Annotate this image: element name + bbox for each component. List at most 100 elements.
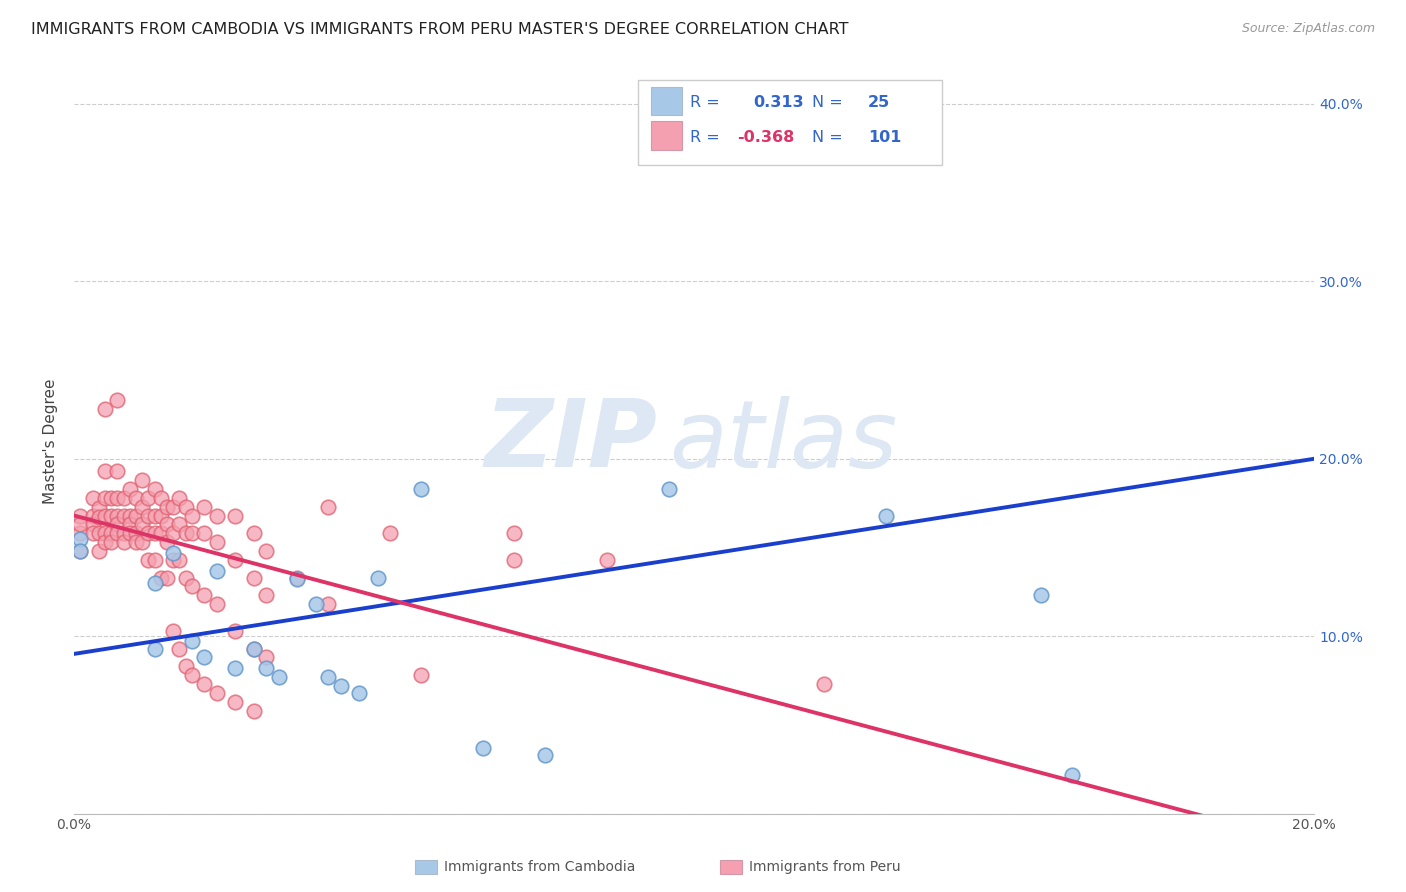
Point [143,508,166,523]
Point [94,508,117,523]
Point [156,517,179,532]
Point [224,624,246,638]
Point [118,482,141,496]
Point [69,544,91,558]
Point [813,677,835,691]
Point [180,579,202,593]
Text: IMMIGRANTS FROM CAMBODIA VS IMMIGRANTS FROM PERU MASTER'S DEGREE CORRELATION CHA: IMMIGRANTS FROM CAMBODIA VS IMMIGRANTS F… [31,22,848,37]
Point [112,508,135,523]
Point [94,464,117,478]
Point [112,491,135,505]
Point [224,695,246,709]
Point [138,508,160,523]
Point [1031,588,1053,602]
Point [169,641,191,656]
Point [162,546,184,560]
Point [143,553,166,567]
Point [94,402,117,417]
Point [205,564,228,578]
Point [472,740,495,755]
Point [156,571,179,585]
Point [243,571,266,585]
Point [131,517,153,532]
Point [875,508,897,523]
Point [224,508,246,523]
Point [380,526,402,541]
Text: atlas: atlas [669,395,897,486]
Point [193,588,215,602]
Point [143,482,166,496]
Bar [651,87,682,115]
Point [169,553,191,567]
Text: N =: N = [811,129,842,145]
Point [143,526,166,541]
Point [180,668,202,682]
Point [503,526,526,541]
Point [411,668,433,682]
Point [69,526,91,541]
Point [193,500,215,514]
Point [82,526,104,541]
Point [138,491,160,505]
Point [131,500,153,514]
Point [118,508,141,523]
Point [367,571,389,585]
Text: Source: ZipAtlas.com: Source: ZipAtlas.com [1241,22,1375,36]
Point [254,588,277,602]
Point [243,641,266,656]
Point [156,535,179,549]
Text: Immigrants from Cambodia: Immigrants from Cambodia [444,860,636,874]
Point [107,491,129,505]
Point [243,526,266,541]
Point [82,508,104,523]
Point [205,597,228,611]
Point [205,535,228,549]
Point [180,508,202,523]
Point [149,491,172,505]
Point [254,544,277,558]
Point [318,597,340,611]
Point [149,508,172,523]
Point [107,393,129,408]
Point [125,526,148,541]
Point [193,526,215,541]
Point [87,544,110,558]
Text: R =: R = [690,95,720,111]
Point [125,535,148,549]
Point [169,517,191,532]
Point [267,670,290,684]
Point [162,553,184,567]
Point [149,571,172,585]
Point [318,670,340,684]
Point [138,553,160,567]
Bar [651,121,682,150]
Point [180,634,202,648]
Point [87,501,110,516]
Point [69,508,91,523]
Text: N =: N = [811,95,842,111]
Point [349,686,371,700]
Point [243,704,266,718]
Point [162,526,184,541]
Point [658,482,681,496]
Point [243,641,266,656]
Point [174,526,197,541]
Point [112,535,135,549]
Point [596,553,619,567]
Point [503,553,526,567]
Text: 25: 25 [868,95,890,111]
Point [285,571,308,585]
Point [143,641,166,656]
Point [100,508,122,523]
Point [112,526,135,541]
Point [107,508,129,523]
Point [224,661,246,675]
Point [169,491,191,505]
Point [205,508,228,523]
Point [69,517,91,532]
Point [87,510,110,524]
Text: 0.313: 0.313 [754,95,804,111]
Y-axis label: Master's Degree: Master's Degree [44,378,58,504]
Point [1062,767,1084,781]
Point [174,571,197,585]
